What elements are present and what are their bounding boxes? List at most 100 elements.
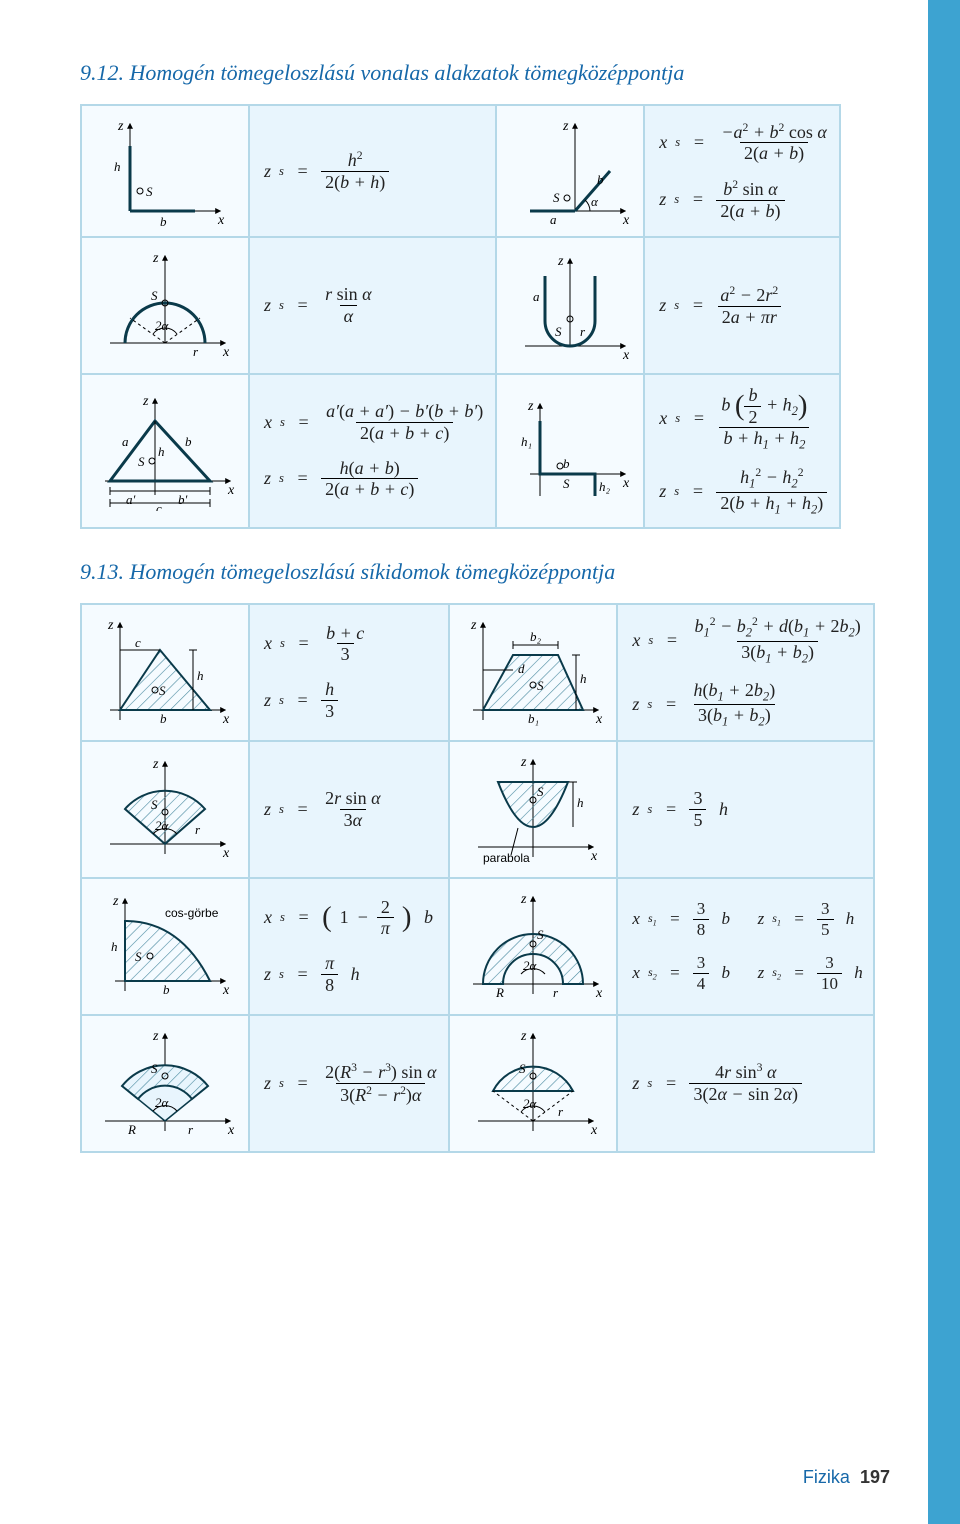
heading-912: 9.12. Homogén tömegeloszlású vonalas ala… bbox=[80, 60, 840, 86]
svg-text:S: S bbox=[151, 797, 158, 812]
formula-segment: zs = 4r sin3 α3(2α − sin 2α) bbox=[617, 1015, 873, 1152]
svg-text:h: h bbox=[158, 444, 165, 459]
svg-text:z: z bbox=[520, 1029, 527, 1044]
formula-sector: zs = 2r sin α3α bbox=[249, 741, 449, 878]
svg-text:parabola: parabola bbox=[483, 851, 530, 865]
svg-text:b: b bbox=[185, 434, 192, 449]
svg-text:x: x bbox=[595, 712, 603, 727]
svg-text:R: R bbox=[127, 1122, 136, 1137]
table-row: x z a b h S a′ b′ c bbox=[81, 374, 840, 528]
svg-text:S: S bbox=[159, 683, 166, 698]
svg-text:z: z bbox=[152, 757, 159, 772]
formula-bent-rod: xs = −a2 + b2 cos α2(a + b) zs = b2 sin … bbox=[644, 105, 840, 237]
svg-text:2α: 2α bbox=[523, 958, 538, 973]
svg-text:S: S bbox=[519, 1061, 526, 1076]
svg-text:z: z bbox=[527, 399, 534, 414]
svg-text:a: a bbox=[550, 212, 557, 226]
diagram-rect-u-wire: x z h₁ h₂ b S bbox=[496, 374, 644, 528]
svg-text:cos-görbe: cos-görbe bbox=[165, 906, 219, 920]
svg-text:z: z bbox=[520, 755, 527, 770]
svg-text:x: x bbox=[595, 986, 603, 1001]
svg-text:b₂: b₂ bbox=[530, 629, 542, 644]
svg-text:h: h bbox=[111, 939, 118, 954]
formula-rect-u-wire: xs = b (b2 + h2)b + h1 + h2 zs = h12 − h… bbox=[644, 374, 840, 528]
svg-text:h: h bbox=[577, 795, 584, 810]
svg-text:x: x bbox=[227, 1123, 235, 1138]
formula-parabola: zs = 35 h bbox=[617, 741, 873, 878]
table-912: x z S h b zs = h22(b + h) x z bbox=[80, 104, 841, 529]
table-row: x z S h b zs = h22(b + h) x z bbox=[81, 105, 840, 237]
table-row: x z 2α r S zs = 2r sin α3α x z bbox=[81, 741, 874, 878]
svg-text:2α: 2α bbox=[155, 318, 170, 333]
svg-text:z: z bbox=[152, 251, 159, 266]
diagram-cos-curve: x z cos-görbe h b S bbox=[81, 878, 249, 1015]
svg-text:x: x bbox=[622, 476, 630, 491]
svg-text:b: b bbox=[597, 172, 604, 187]
page-footer: Fizika 197 bbox=[803, 1467, 890, 1488]
table-row: x z cos-görbe h b S xs = (1 − 2π) b zs =… bbox=[81, 878, 874, 1015]
svg-text:S: S bbox=[146, 184, 153, 199]
svg-text:b′: b′ bbox=[178, 492, 188, 507]
svg-text:α: α bbox=[591, 194, 599, 209]
formula-half-annulus: xs1 = 38 b zs1 = 35 h xs2 = 34 b zs2 = 3… bbox=[617, 878, 873, 1015]
svg-text:x: x bbox=[222, 345, 230, 360]
svg-text:z: z bbox=[107, 618, 114, 633]
svg-text:r: r bbox=[553, 985, 559, 1000]
formula-triangle-wire: xs = a′(a + a′) − b′(b + b′)2(a + b + c)… bbox=[249, 374, 496, 528]
svg-text:a: a bbox=[533, 289, 540, 304]
svg-text:c: c bbox=[156, 501, 162, 511]
svg-text:r: r bbox=[188, 1122, 194, 1137]
heading-913: 9.13. Homogén tömegeloszlású síkidomok t… bbox=[80, 559, 840, 585]
svg-text:h: h bbox=[197, 668, 204, 683]
svg-text:z: z bbox=[470, 618, 477, 633]
svg-text:h: h bbox=[580, 671, 587, 686]
diagram-parabola: x z h S parabola bbox=[449, 741, 617, 878]
svg-text:2α: 2α bbox=[155, 1095, 170, 1110]
svg-text:r: r bbox=[558, 1104, 564, 1119]
svg-text:S: S bbox=[537, 784, 544, 799]
svg-text:z: z bbox=[112, 894, 119, 909]
svg-text:b₁: b₁ bbox=[528, 711, 539, 726]
footer-label: Fizika bbox=[803, 1467, 850, 1487]
svg-text:S: S bbox=[553, 190, 560, 205]
page-content: 9.12. Homogén tömegeloszlású vonalas ala… bbox=[0, 0, 900, 1223]
diagram-bent-rod: x z α a b S bbox=[496, 105, 644, 237]
svg-text:z: z bbox=[557, 254, 564, 269]
formula-triangle-area: xs = b + c3 zs = h3 bbox=[249, 604, 449, 741]
svg-text:S: S bbox=[138, 454, 145, 469]
formula-trapezoid: xs = b12 − b22 + d(b1 + 2b2)3(b1 + b2) z… bbox=[617, 604, 873, 741]
diagram-trapezoid: x z b₂ d h b₁ S bbox=[449, 604, 617, 741]
svg-text:S: S bbox=[563, 476, 570, 491]
svg-text:x: x bbox=[222, 983, 230, 998]
svg-text:S: S bbox=[151, 1061, 158, 1076]
table-row: x z 2α S r zs = r sin αα bbox=[81, 237, 840, 374]
side-tab bbox=[928, 0, 960, 1524]
svg-text:z: z bbox=[142, 394, 149, 409]
svg-text:b: b bbox=[563, 456, 570, 471]
svg-text:S: S bbox=[151, 288, 158, 303]
formula-u-shape: zs = a2 − 2r22a + πr bbox=[644, 237, 840, 374]
svg-text:h₂: h₂ bbox=[599, 479, 611, 494]
svg-text:h₁: h₁ bbox=[521, 434, 532, 449]
axis-z: z bbox=[117, 119, 124, 134]
formula-cos-curve: xs = (1 − 2π) b zs = π8 h bbox=[249, 878, 449, 1015]
page-number: 197 bbox=[860, 1467, 890, 1487]
svg-text:z: z bbox=[520, 892, 527, 907]
svg-text:d: d bbox=[518, 661, 525, 676]
table-913: x z c h b S xs = b + c3 zs = h3 bbox=[80, 603, 875, 1153]
diagram-sector: x z 2α r S bbox=[81, 741, 249, 878]
table-row: x z 2α R r S zs = 2(R3 − r3) sin α3(R2 −… bbox=[81, 1015, 874, 1152]
svg-text:b: b bbox=[160, 711, 167, 726]
svg-text:b: b bbox=[163, 982, 170, 997]
formula-annular-sector: zs = 2(R3 − r3) sin α3(R2 − r2)α bbox=[249, 1015, 449, 1152]
diagram-u-shape: x z a r S bbox=[496, 237, 644, 374]
svg-text:x: x bbox=[222, 846, 230, 861]
svg-text:x: x bbox=[222, 712, 230, 727]
formula-l-shape: zs = h22(b + h) bbox=[249, 105, 496, 237]
svg-text:S: S bbox=[537, 927, 544, 942]
svg-text:r: r bbox=[195, 822, 201, 837]
formula-arc: zs = r sin αα bbox=[249, 237, 496, 374]
svg-text:x: x bbox=[590, 849, 598, 864]
svg-text:r: r bbox=[580, 324, 586, 339]
diagram-annular-sector: x z 2α R r S bbox=[81, 1015, 249, 1152]
